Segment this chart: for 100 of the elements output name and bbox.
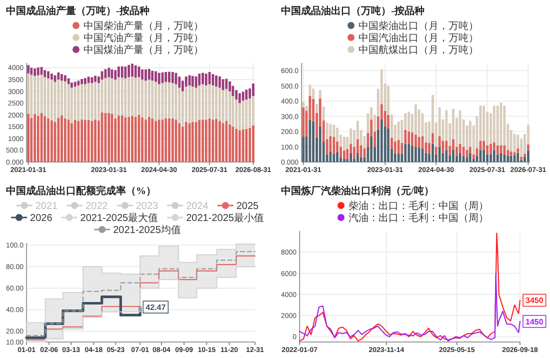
bar	[458, 144, 462, 153]
bar	[114, 80, 117, 118]
bar	[77, 80, 80, 86]
bar	[434, 146, 438, 154]
bar	[80, 79, 84, 84]
bar	[466, 150, 468, 158]
bar	[332, 154, 336, 162]
bar	[87, 83, 90, 120]
legend-label: 2021-2025最小值	[186, 212, 264, 224]
legend-label: 中国汽油出口（月，万吨）	[358, 32, 478, 44]
bar	[204, 74, 208, 86]
bar	[194, 88, 198, 122]
bar	[414, 134, 417, 147]
legend-label: 2022	[86, 201, 108, 212]
bar	[305, 106, 308, 111]
bar	[408, 132, 410, 144]
bar	[47, 71, 50, 78]
bar	[486, 154, 489, 162]
bar	[332, 136, 336, 154]
bar	[414, 146, 417, 162]
bar	[108, 112, 110, 162]
bar	[154, 82, 157, 121]
bar	[141, 69, 144, 80]
bar	[343, 136, 346, 151]
bar	[526, 150, 530, 162]
bar	[194, 122, 198, 162]
bar	[74, 82, 76, 87]
legend-item: 2021-2025最小值	[167, 213, 264, 224]
bar	[520, 156, 523, 160]
bar	[117, 77, 120, 116]
chart-title: 中国炼厂汽柴油出口利润（元/吨）	[281, 185, 434, 197]
bar	[228, 124, 232, 162]
data-label: 42.47	[146, 303, 166, 312]
bar	[191, 86, 194, 122]
bar	[215, 75, 218, 87]
legend-label: 2024	[186, 201, 209, 212]
legend-label: 2021-2025最大值	[80, 212, 158, 224]
bar	[252, 125, 254, 162]
line-series	[299, 232, 521, 342]
legend-label: 中国柴油产量（月，万吨）	[84, 20, 204, 32]
bar	[245, 100, 248, 129]
bar	[148, 116, 150, 162]
legend-label: 中国航煤出口（月，万吨）	[358, 44, 478, 56]
bar	[168, 82, 170, 118]
bar	[134, 116, 137, 162]
bar	[232, 126, 234, 162]
bar	[238, 103, 241, 130]
bar	[510, 151, 512, 156]
bar	[343, 158, 346, 162]
bar	[318, 90, 322, 98]
bar	[124, 78, 127, 118]
bar	[387, 114, 390, 128]
bar	[387, 128, 390, 162]
bar	[64, 118, 66, 162]
bar	[318, 126, 322, 162]
legend-label: 2023	[136, 201, 159, 212]
bar	[148, 80, 150, 117]
bar	[506, 156, 510, 162]
bar	[182, 80, 184, 92]
bar	[64, 75, 66, 82]
bar	[248, 128, 252, 162]
bar	[57, 118, 60, 162]
legend-label: 中国汽油产量（月，万吨）	[84, 32, 204, 44]
bar	[70, 88, 73, 124]
bar	[128, 64, 130, 78]
bar	[513, 134, 516, 152]
legend-item: 柴油：出口：毛利：中国（周）	[338, 201, 488, 212]
bar	[151, 80, 154, 118]
bar	[218, 120, 221, 162]
bar	[235, 90, 238, 100]
bar	[158, 84, 160, 120]
bar	[30, 68, 33, 75]
legend-item: 中国航煤出口（月，万吨）	[348, 45, 478, 56]
bar	[466, 157, 468, 162]
bar	[164, 82, 168, 118]
bar	[104, 78, 107, 113]
bar	[158, 120, 160, 162]
bar	[343, 150, 346, 159]
bar	[104, 69, 107, 78]
bar	[134, 65, 137, 78]
bar	[516, 152, 520, 162]
bar	[212, 74, 214, 86]
bar	[50, 120, 53, 162]
legend-item: 中国柴油出口（月，万吨）	[348, 21, 478, 32]
bar	[212, 120, 214, 162]
bar	[198, 74, 201, 86]
bar	[380, 119, 383, 162]
bar	[94, 76, 96, 82]
bar	[178, 88, 181, 124]
bar	[60, 80, 63, 116]
bar	[411, 132, 414, 146]
legend-item: 中国汽油产量（月，万吨）	[72, 33, 204, 44]
legend-label: 中国煤油产量（月，万吨）	[84, 44, 204, 56]
bar	[104, 112, 107, 162]
bar	[452, 150, 454, 162]
bar	[418, 136, 420, 148]
bar	[188, 85, 191, 124]
bar	[503, 154, 506, 162]
bar	[80, 84, 84, 120]
bar	[128, 116, 130, 162]
